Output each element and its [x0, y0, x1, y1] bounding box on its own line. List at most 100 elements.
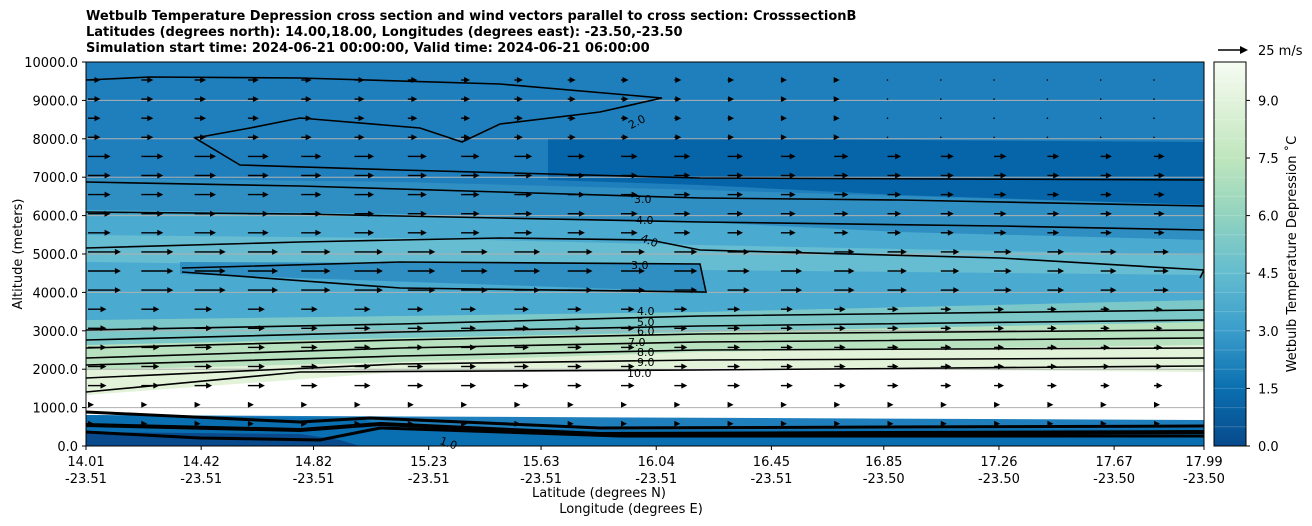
wind-vector-head [473, 229, 480, 236]
wind-vector-head [622, 96, 629, 103]
wind-vector-head [1105, 191, 1112, 198]
wind-vector-head [994, 420, 1001, 427]
wind-vector-head [1005, 248, 1012, 255]
wind-vector-head [833, 115, 840, 122]
wind-vector-head [141, 401, 148, 408]
wind-vector-head [1154, 420, 1160, 427]
colorbar-label: Wetbulb Temperature Depression ˚C [1284, 136, 1300, 373]
wind-vector-head [301, 420, 308, 427]
wind-vector-head [734, 382, 741, 389]
colorbar-tick-label: 3.0 [1258, 325, 1279, 340]
wind-vector-head [258, 306, 265, 313]
wind-vector-head [780, 401, 787, 408]
wind-vector-head [368, 172, 375, 179]
wind-vector-head [247, 401, 254, 408]
wind-vector-head [411, 77, 418, 83]
wind-vector [1099, 136, 1102, 139]
wind-vector-head [94, 77, 101, 83]
wind-vector-head [262, 229, 269, 236]
x-tick-label-lon: -23.51 [293, 472, 335, 487]
wind-vector-head [516, 77, 523, 83]
wind-vector-head [420, 210, 427, 217]
wind-vector-head [734, 325, 741, 332]
wind-vector-head [833, 96, 840, 103]
wind-vector-head [839, 306, 846, 313]
wind-vector-head [516, 134, 523, 141]
wind-vector-head [789, 229, 796, 236]
wind-vector-head [940, 420, 947, 427]
wind-vector-head [526, 153, 533, 160]
wind-vector-head [206, 325, 213, 332]
wind-vector-head [674, 420, 681, 427]
wind-vector-head [892, 344, 899, 351]
wind-vector-head [305, 96, 312, 103]
wind-vector [993, 79, 995, 81]
contour-label-3-mid: 3.0 [631, 259, 649, 272]
wind-vector-head [200, 134, 207, 141]
wind-vector-head [1158, 229, 1165, 236]
wind-vector-head [737, 210, 743, 217]
wind-vector-head [470, 306, 477, 313]
wind-vector-head [684, 229, 691, 236]
wind-vector-head [684, 172, 691, 179]
wind-vector-head [1058, 287, 1065, 294]
wind-vector-head [1103, 344, 1110, 351]
wind-vector-head [534, 287, 541, 294]
wind-vectors [88, 77, 1169, 427]
y-tick-label: 6000.0 [33, 210, 79, 225]
x-tick-label-lon: -23.50 [1183, 472, 1225, 487]
contour-low-2 [86, 421, 1204, 437]
x-tick-label-lat: 15.63 [522, 455, 559, 470]
wind-vector-head [895, 229, 902, 236]
contour-label-4-lower: 4.0 [637, 305, 655, 318]
wind-vector-head [780, 115, 787, 122]
wind-vector-head [1053, 153, 1060, 160]
wind-vector-head [157, 210, 164, 217]
x-axis-label-lat: Latitude (degrees N) [532, 486, 666, 501]
y-axis-label: Altitude (meters) [11, 199, 26, 310]
wind-vector-head [621, 420, 627, 427]
wind-vector-head [900, 287, 907, 294]
wind-vector-head [1058, 248, 1065, 255]
wind-vector-head [947, 210, 954, 217]
wind-vector-head [473, 210, 480, 217]
wind-vector-head [305, 134, 312, 141]
wind-vector-head [945, 306, 952, 313]
wind-vector-head [411, 96, 418, 103]
wind-vector-head [522, 363, 529, 370]
wind-vector-head [364, 382, 371, 389]
wind-vector-head [206, 363, 213, 370]
wind-vector-head [842, 229, 849, 236]
wind-vector-head [200, 96, 207, 103]
wind-vector-head [631, 191, 638, 198]
wind-vector-head [114, 248, 121, 255]
wind-vector-head [728, 77, 735, 83]
wind-vector-head [464, 134, 471, 141]
wind-vector-head [1105, 153, 1112, 160]
wind-vector-head [358, 96, 365, 103]
wind-vector-head [786, 363, 793, 370]
wind-vector-head [1162, 287, 1169, 294]
wind-vector-head [407, 401, 414, 408]
wind-vector-head [1158, 210, 1165, 217]
wind-vector-head [147, 96, 154, 103]
wind-vector-head [481, 248, 488, 255]
fill-white [86, 368, 1204, 420]
wind-vector-head [728, 96, 735, 103]
wind-vector-head [324, 287, 331, 294]
wind-vector-head [681, 344, 688, 351]
wind-vector-head [631, 210, 638, 217]
colorbar-tick-label: 9.0 [1258, 94, 1279, 109]
wind-vector-head [734, 363, 741, 370]
wind-vector-head [895, 172, 902, 179]
x-tick-label-lat: 14.42 [183, 455, 220, 470]
wind-vector-head [210, 172, 216, 179]
x-axis: 14.01 -23.51 14.42 -23.51 14.82 -23.51 15.23 -2… [65, 446, 1225, 487]
title-line-3: Simulation start time: 2024-06-21 00:00:… [86, 41, 650, 56]
wind-vector-head [522, 344, 529, 351]
wind-vector-head [1158, 172, 1165, 179]
wind-vector-head [1047, 420, 1054, 427]
colorbar-tick-label: 6.0 [1258, 210, 1279, 225]
wind-vector-head [153, 363, 160, 370]
wind-vector-head [953, 268, 960, 274]
